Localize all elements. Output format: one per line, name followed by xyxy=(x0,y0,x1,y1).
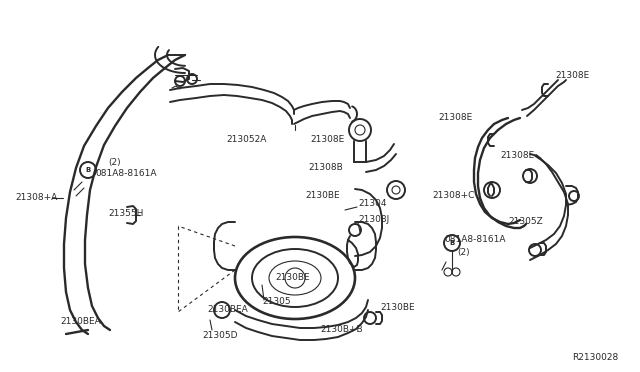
Text: 081A8-8161A: 081A8-8161A xyxy=(95,169,157,177)
Text: 21308B: 21308B xyxy=(308,164,343,173)
Text: 213052A: 213052A xyxy=(226,135,266,144)
Text: 2130BEA: 2130BEA xyxy=(60,317,100,327)
Text: 081A8-8161A: 081A8-8161A xyxy=(444,235,506,244)
Text: 21305D: 21305D xyxy=(202,331,237,340)
Text: (2): (2) xyxy=(108,158,120,167)
Text: 21355H: 21355H xyxy=(108,209,143,218)
Text: 2130B+B: 2130B+B xyxy=(320,326,363,334)
Text: R2130028: R2130028 xyxy=(572,353,618,362)
Text: 21305: 21305 xyxy=(262,298,291,307)
Text: 21308+C: 21308+C xyxy=(432,190,474,199)
Text: 21308E: 21308E xyxy=(500,151,534,160)
Text: B: B xyxy=(85,167,91,173)
Text: 21308E: 21308E xyxy=(555,71,589,80)
Text: 2130BE: 2130BE xyxy=(305,190,340,199)
Text: (2): (2) xyxy=(457,247,470,257)
Text: 21308+A: 21308+A xyxy=(15,193,57,202)
Text: B: B xyxy=(449,240,454,246)
Text: 21305Z: 21305Z xyxy=(508,218,543,227)
Text: 21308E: 21308E xyxy=(438,113,472,122)
Text: 21308J: 21308J xyxy=(358,215,389,224)
Text: 2130BEA: 2130BEA xyxy=(207,305,248,314)
Text: 2130BE: 2130BE xyxy=(275,273,310,282)
Text: 21304: 21304 xyxy=(358,199,387,208)
Text: 2130BE: 2130BE xyxy=(380,304,415,312)
Text: 21308E: 21308E xyxy=(310,135,344,144)
